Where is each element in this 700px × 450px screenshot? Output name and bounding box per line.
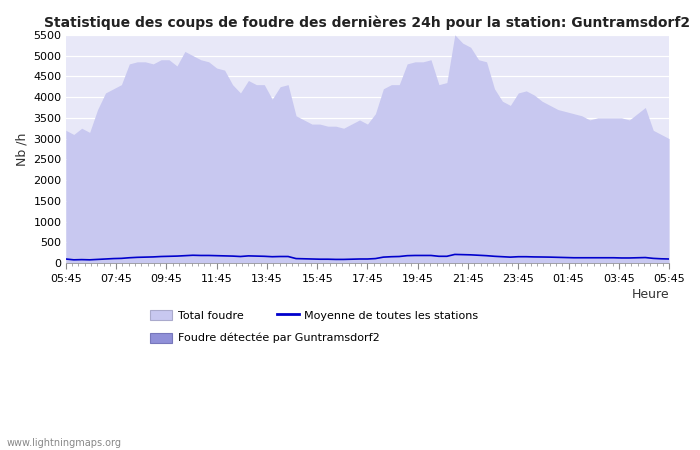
Legend: Foudre détectée par Guntramsdorf2: Foudre détectée par Guntramsdorf2 bbox=[150, 333, 379, 343]
X-axis label: Heure: Heure bbox=[631, 288, 669, 301]
Title: Statistique des coups de foudre des dernières 24h pour la station: Guntramsdorf2: Statistique des coups de foudre des dern… bbox=[44, 15, 690, 30]
Y-axis label: Nb /h: Nb /h bbox=[15, 132, 28, 166]
Text: www.lightningmaps.org: www.lightningmaps.org bbox=[7, 438, 122, 448]
